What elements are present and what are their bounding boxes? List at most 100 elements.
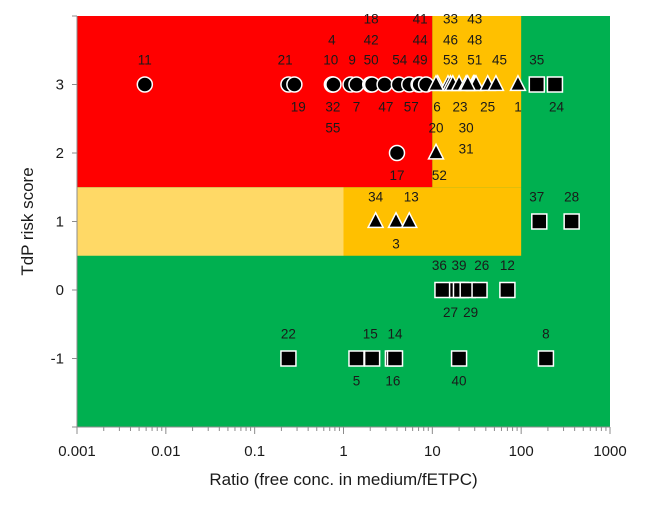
square-marker-24 <box>546 76 564 93</box>
circle-marker-47 <box>376 76 393 93</box>
data-label-7: 7 <box>353 100 361 115</box>
data-label-37: 37 <box>529 190 544 205</box>
data-label-43: 43 <box>467 12 482 27</box>
data-label-35: 35 <box>529 53 544 68</box>
data-label-29: 29 <box>463 305 478 320</box>
data-label-46: 46 <box>443 33 458 48</box>
data-label-20: 20 <box>428 121 443 136</box>
x-tick-label: 0.1 <box>244 443 265 460</box>
data-label-26: 26 <box>474 258 489 273</box>
triangle-marker-1 <box>509 74 527 92</box>
triangle-marker-52 <box>427 142 445 160</box>
x-tick-label: 100 <box>509 443 534 460</box>
y-tick-label: 0 <box>56 282 64 299</box>
square-marker-12 <box>499 281 516 299</box>
square-marker-40 <box>450 350 468 367</box>
square-marker-26 <box>471 281 488 299</box>
y-tick-label: 1 <box>56 214 64 231</box>
data-label-44: 44 <box>413 33 429 48</box>
data-label-41: 41 <box>413 12 428 27</box>
data-label-22: 22 <box>281 327 296 342</box>
x-tick-label: 10 <box>424 443 441 460</box>
data-label-10: 10 <box>323 53 338 68</box>
data-label-48: 48 <box>467 33 482 48</box>
data-label-16: 16 <box>385 374 400 389</box>
data-label-12: 12 <box>500 258 515 273</box>
square-marker-15 <box>363 350 381 367</box>
data-label-30: 30 <box>459 121 474 136</box>
data-label-18: 18 <box>364 12 379 27</box>
y-tick-label: 2 <box>56 145 64 162</box>
triangle-marker-13 <box>400 211 418 229</box>
data-label-23: 23 <box>453 100 468 115</box>
circle-marker-7 <box>348 76 365 93</box>
x-axis-title: Ratio (free conc. in medium/fETPC) <box>209 470 477 489</box>
data-label-19: 19 <box>291 100 306 115</box>
data-label-45: 45 <box>492 53 507 68</box>
data-label-3: 3 <box>392 237 400 252</box>
data-label-9: 9 <box>348 53 356 68</box>
data-label-57: 57 <box>404 100 419 115</box>
data-label-24: 24 <box>549 100 565 115</box>
circle-marker-55 <box>325 76 342 93</box>
data-label-52: 52 <box>432 168 447 183</box>
data-label-6: 6 <box>433 100 441 115</box>
square-marker-22 <box>280 350 297 367</box>
data-label-1: 1 <box>514 100 522 115</box>
triangle-marker-31 <box>458 74 477 92</box>
y-tick-label: -1 <box>51 351 64 368</box>
data-label-55: 55 <box>325 121 340 136</box>
square-marker-28 <box>563 213 580 230</box>
x-tick-label: 1000 <box>593 443 626 460</box>
data-label-49: 49 <box>413 53 428 68</box>
data-label-13: 13 <box>404 190 419 205</box>
square-marker-37 <box>531 213 548 230</box>
data-label-21: 21 <box>278 53 293 68</box>
data-label-28: 28 <box>564 190 579 205</box>
data-label-33: 33 <box>443 12 458 27</box>
triangle-marker-3 <box>387 211 405 229</box>
data-label-47: 47 <box>378 100 393 115</box>
y-tick-label: 3 <box>56 77 64 94</box>
data-label-14: 14 <box>387 327 403 342</box>
data-labels: 11 21194103255971842504754574144493346536… <box>138 12 579 389</box>
data-label-50: 50 <box>364 53 379 68</box>
zone-light-orange <box>77 187 344 256</box>
data-label-11: 11 <box>138 53 152 68</box>
data-label-42: 42 <box>364 33 379 48</box>
circle-marker-19 <box>286 76 303 93</box>
square-marker-14 <box>386 350 404 367</box>
data-label-4: 4 <box>328 33 336 48</box>
data-markers <box>136 74 580 367</box>
triangle-marker-45 <box>487 74 505 92</box>
data-label-8: 8 <box>542 327 550 342</box>
triangle-marker-20 <box>427 74 445 92</box>
circle-marker-11 <box>136 76 154 93</box>
y-axis-title: TdP risk score <box>18 167 37 275</box>
data-label-40: 40 <box>452 374 467 389</box>
data-label-39: 39 <box>452 258 467 273</box>
data-label-51: 51 <box>467 53 482 68</box>
zone-red <box>77 16 433 188</box>
x-tick-label: 0.01 <box>151 443 180 460</box>
square-marker-8 <box>537 350 555 367</box>
square-marker-35 <box>528 76 546 93</box>
data-label-53: 53 <box>443 53 458 68</box>
data-label-36: 36 <box>432 258 447 273</box>
data-label-27: 27 <box>443 305 458 320</box>
data-label-17: 17 <box>389 168 404 183</box>
data-label-54: 54 <box>392 53 408 68</box>
data-label-15: 15 <box>363 327 378 342</box>
x-tick-label: 0.001 <box>58 443 96 460</box>
data-label-25: 25 <box>480 100 495 115</box>
circle-marker-17 <box>388 144 406 162</box>
square-marker-5 <box>348 350 365 367</box>
triangle-marker-34 <box>366 211 385 229</box>
data-label-32: 32 <box>325 100 340 115</box>
data-label-5: 5 <box>353 374 361 389</box>
axes: Ratio (free conc. in medium/fETPC) TdP r… <box>18 15 627 489</box>
data-label-34: 34 <box>368 190 384 205</box>
data-label-31: 31 <box>459 142 474 157</box>
x-tick-label: 1 <box>339 443 347 460</box>
